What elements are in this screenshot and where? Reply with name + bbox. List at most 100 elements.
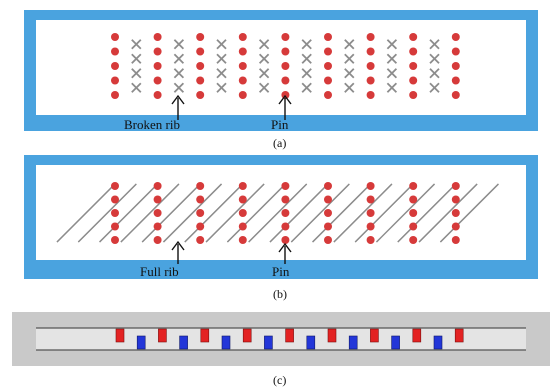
pin (153, 76, 162, 85)
pin (238, 182, 247, 190)
pin (153, 236, 162, 244)
broken-rib (344, 82, 355, 93)
pin (366, 62, 375, 70)
pin (409, 62, 418, 70)
full-rib (56, 183, 116, 243)
pin (238, 222, 247, 231)
pin (238, 209, 247, 217)
full-rib (248, 183, 308, 243)
pin (111, 62, 119, 70)
pin (451, 33, 460, 41)
pin (238, 236, 247, 244)
full-rib (141, 183, 201, 243)
pin (111, 236, 119, 244)
red-pin-block (370, 328, 379, 343)
pin (153, 33, 162, 41)
full-rib (269, 183, 329, 243)
broken-rib (386, 39, 398, 50)
full-rib (163, 183, 222, 243)
pin-rib-array-b (56, 182, 499, 244)
pin (451, 182, 460, 190)
broken-rib (258, 53, 270, 64)
pin (409, 91, 418, 99)
pin (409, 182, 418, 190)
broken-rib (344, 53, 355, 64)
pin-label-b: Pin (272, 264, 290, 279)
pin (111, 182, 119, 190)
pin (196, 76, 205, 85)
pin (409, 76, 418, 85)
pin (196, 195, 205, 204)
broken-rib (429, 82, 440, 93)
broken-rib (216, 82, 227, 93)
pin (324, 182, 332, 190)
full-rib (333, 183, 393, 243)
broken-rib (429, 53, 440, 64)
pin (409, 195, 418, 204)
pin (366, 47, 375, 56)
pin (366, 76, 375, 85)
pin (409, 209, 418, 217)
broken-rib-label: Broken rib (124, 117, 180, 132)
pin (111, 91, 119, 99)
pin (111, 195, 119, 204)
full-rib (205, 183, 265, 243)
red-pin-block (454, 328, 464, 343)
broken-rib (386, 68, 398, 79)
full-rib (77, 183, 137, 243)
full-rib (312, 183, 372, 243)
broken-rib (173, 39, 185, 50)
panel-c (12, 312, 550, 366)
full-rib (418, 183, 478, 243)
blue-pin-block (348, 335, 358, 350)
pin (196, 62, 205, 70)
pin (238, 47, 247, 56)
broken-rib (386, 53, 398, 64)
red-pin-block (242, 328, 252, 343)
pin (324, 33, 332, 41)
pin-arrow-b (278, 242, 292, 264)
broken-rib (301, 68, 312, 79)
pin (111, 76, 119, 85)
pin (196, 222, 205, 231)
pin (324, 209, 332, 217)
pin (366, 236, 375, 244)
broken-rib (131, 82, 142, 93)
broken-rib (386, 82, 398, 93)
broken-rib (344, 68, 355, 79)
broken-rib (258, 68, 270, 79)
full-rib-label: Full rib (140, 264, 179, 279)
caption-c: (c) (273, 373, 286, 387)
red-pin-block (327, 328, 337, 343)
pin (281, 76, 290, 85)
broken-rib (173, 82, 185, 93)
panel-a: Broken rib Pin (24, 10, 538, 132)
pin (111, 222, 119, 231)
pin (451, 76, 460, 85)
caption-b: (b) (273, 287, 287, 301)
pin (196, 33, 205, 41)
blue-pin-block (391, 335, 400, 350)
pin (366, 195, 375, 204)
rib-arrow-b (171, 240, 185, 264)
pin (238, 91, 247, 99)
pin (111, 47, 119, 56)
pin-rib-array-a (111, 33, 460, 99)
full-rib (184, 183, 244, 243)
pin (153, 182, 162, 190)
broken-rib (131, 68, 142, 79)
pin (366, 222, 375, 231)
pin (451, 62, 460, 70)
blue-pin-block (179, 335, 188, 350)
blue-pin-block (306, 335, 316, 350)
red-pin-block (412, 328, 422, 343)
full-rib (120, 183, 180, 243)
red-pin-block (200, 328, 210, 343)
pin (238, 33, 247, 41)
pin (196, 182, 205, 190)
pin (366, 182, 375, 190)
blue-pin-block (221, 335, 231, 350)
blue-pin-block (433, 335, 443, 350)
pin (153, 222, 162, 231)
